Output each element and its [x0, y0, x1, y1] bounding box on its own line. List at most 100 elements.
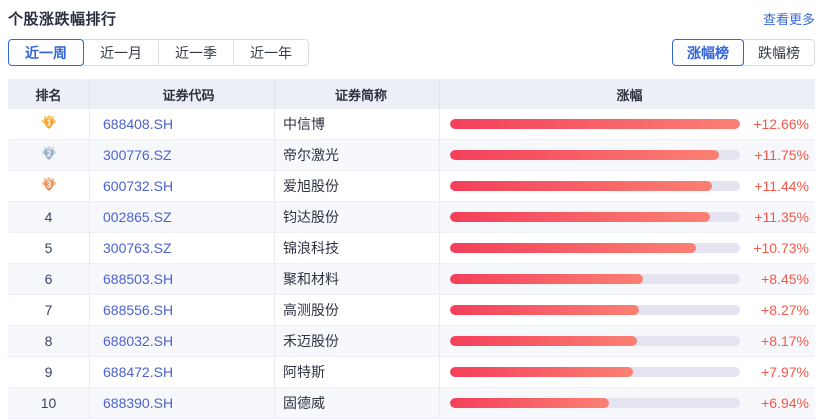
change-bar-track [450, 119, 740, 129]
stock-code: 688556.SH [103, 302, 174, 318]
code-cell: 300763.SZ [90, 233, 275, 263]
code-cell: 002865.SZ [90, 202, 275, 232]
stock-name: 锦浪科技 [283, 240, 339, 256]
name-cell: 阿特斯 [275, 357, 440, 387]
change-cell: +11.35% [440, 202, 815, 232]
code-cell: 688472.SH [90, 357, 275, 387]
svg-text:1: 1 [46, 118, 51, 127]
change-percent: +8.17% [761, 333, 809, 349]
change-bar-track [450, 305, 740, 315]
rank-number: 6 [44, 271, 53, 287]
rank-number: 4 [44, 209, 53, 225]
code-cell: 600732.SH [90, 171, 275, 201]
medal-icon-gold: 1 [41, 114, 56, 129]
table-row[interactable]: 6 688503.SH 聚和材料 +8.45% [8, 264, 815, 295]
tab-label: 跌幅榜 [758, 44, 800, 61]
medal-icon-silver: 2 [41, 145, 56, 160]
stock-name: 帝尔激光 [283, 147, 339, 163]
stock-code: 688472.SH [103, 364, 174, 380]
widget-header: 个股涨跌幅排行 查看更多 [8, 8, 815, 28]
name-cell: 固德威 [275, 388, 440, 418]
stock-code: 688503.SH [103, 271, 174, 287]
svg-text:2: 2 [46, 149, 51, 158]
period-tabs: 近一周 近一月 近一季 近一年 [8, 39, 309, 66]
rank-number: 8 [44, 333, 53, 349]
ranking-table: 排名 证券代码 证券简称 涨幅 1 688408.SH 中信博 [8, 79, 815, 419]
rank-cell: 1 [8, 109, 90, 139]
change-bar-track [450, 274, 740, 284]
view-more-link[interactable]: 查看更多 [762, 11, 815, 27]
stock-name: 高测股份 [283, 302, 339, 318]
change-percent: +12.66% [753, 116, 809, 132]
change-cell: +6.94% [440, 388, 815, 418]
name-cell: 禾迈股份 [275, 326, 440, 356]
rank-number: 10 [40, 395, 57, 411]
stock-code: 300776.SZ [103, 147, 172, 163]
table-body: 1 688408.SH 中信博 +12.66% 2 30 [8, 109, 815, 419]
type-tab-0[interactable]: 涨幅榜 [672, 39, 744, 66]
change-bar-track [450, 398, 740, 408]
period-tab-3[interactable]: 近一年 [233, 39, 309, 66]
change-cell: +12.66% [440, 109, 815, 139]
page-title: 个股涨跌幅排行 [8, 10, 117, 28]
code-cell: 688503.SH [90, 264, 275, 294]
change-percent: +8.45% [761, 271, 809, 287]
type-tabs: 涨幅榜 跌幅榜 [672, 39, 815, 66]
stock-name: 固德威 [283, 395, 325, 411]
table-row[interactable]: 9 688472.SH 阿特斯 +7.97% [8, 357, 815, 388]
rank-cell: 2 [8, 140, 90, 170]
stock-name: 禾迈股份 [283, 333, 339, 349]
svg-text:3: 3 [46, 180, 51, 189]
header-name: 证券简称 [275, 79, 440, 109]
change-bar-track [450, 150, 740, 160]
table-row[interactable]: 3 600732.SH 爱旭股份 +11.44% [8, 171, 815, 202]
tab-label: 涨幅榜 [687, 44, 729, 61]
change-bar-fill [450, 336, 638, 346]
change-bar-fill [450, 212, 711, 222]
tab-label: 近一年 [250, 44, 292, 61]
header-rank: 排名 [8, 79, 90, 109]
change-cell: +8.27% [440, 295, 815, 325]
change-percent: +6.94% [761, 395, 809, 411]
period-tab-1[interactable]: 近一月 [83, 39, 159, 66]
stock-code: 688390.SH [103, 395, 174, 411]
code-cell: 688390.SH [90, 388, 275, 418]
stock-name: 聚和材料 [283, 271, 339, 287]
rank-cell: 4 [8, 202, 90, 232]
change-cell: +10.73% [440, 233, 815, 263]
name-cell: 爱旭股份 [275, 171, 440, 201]
rank-cell: 7 [8, 295, 90, 325]
table-row[interactable]: 7 688556.SH 高测股份 +8.27% [8, 295, 815, 326]
code-cell: 688032.SH [90, 326, 275, 356]
name-cell: 中信博 [275, 109, 440, 139]
period-tab-0[interactable]: 近一周 [8, 39, 84, 66]
table-row[interactable]: 2 300776.SZ 帝尔激光 +11.75% [8, 140, 815, 171]
stock-name: 钧达股份 [283, 209, 339, 225]
table-header-row: 排名 证券代码 证券简称 涨幅 [8, 79, 815, 109]
change-percent: +8.27% [761, 302, 809, 318]
type-tab-1[interactable]: 跌幅榜 [743, 39, 815, 66]
name-cell: 高测股份 [275, 295, 440, 325]
name-cell: 钧达股份 [275, 202, 440, 232]
code-cell: 688408.SH [90, 109, 275, 139]
stock-code: 002865.SZ [103, 209, 172, 225]
change-bar-fill [450, 243, 696, 253]
rank-number: 9 [44, 364, 53, 380]
header-code: 证券代码 [90, 79, 275, 109]
table-row[interactable]: 5 300763.SZ 锦浪科技 +10.73% [8, 233, 815, 264]
change-cell: +8.45% [440, 264, 815, 294]
table-row[interactable]: 10 688390.SH 固德威 +6.94% [8, 388, 815, 419]
table-row[interactable]: 8 688032.SH 禾迈股份 +8.17% [8, 326, 815, 357]
stock-code: 688032.SH [103, 333, 174, 349]
stock-name: 阿特斯 [283, 364, 325, 380]
table-row[interactable]: 1 688408.SH 中信博 +12.66% [8, 109, 815, 140]
rank-cell: 8 [8, 326, 90, 356]
table-row[interactable]: 4 002865.SZ 钧达股份 +11.35% [8, 202, 815, 233]
rank-number: 5 [44, 240, 53, 256]
period-tab-2[interactable]: 近一季 [158, 39, 234, 66]
code-cell: 300776.SZ [90, 140, 275, 170]
change-percent: +11.35% [754, 209, 809, 225]
change-bar-fill [450, 150, 720, 160]
change-bar-fill [450, 367, 633, 377]
